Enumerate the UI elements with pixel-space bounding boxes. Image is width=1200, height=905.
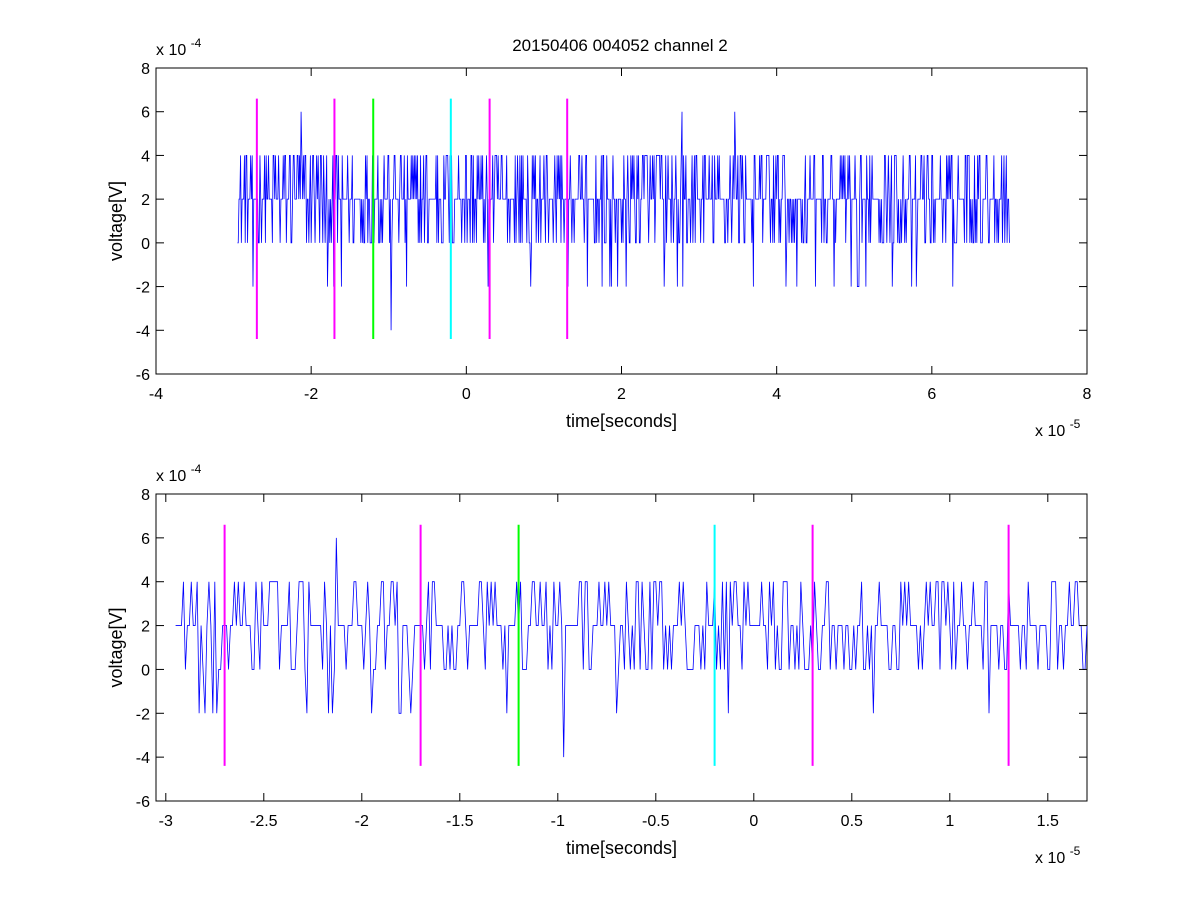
x-tick-label: 0.5 [841, 813, 863, 830]
x-exponent-label: x 10 -5 [1035, 844, 1081, 867]
y-tick-label: -6 [136, 367, 150, 384]
x-axis-label: time[seconds] [566, 838, 677, 858]
x-tick-label: -1.5 [446, 813, 474, 830]
y-tick-label: 6 [141, 105, 150, 122]
x-tick-label: -2 [304, 386, 318, 403]
figure-title: 20150406 004052 channel 2 [512, 36, 728, 55]
y-tick-label: -2 [136, 706, 150, 723]
x-axis-label: time[seconds] [566, 411, 677, 431]
x-tick-label: 2 [617, 386, 626, 403]
x-tick-label: 0 [749, 813, 758, 830]
y-tick-label: 8 [141, 487, 150, 504]
x-tick-label: -3 [159, 813, 173, 830]
y-tick-label: 4 [141, 575, 150, 592]
y-tick-label: 4 [141, 148, 150, 165]
y-tick-label: -2 [136, 280, 150, 297]
y-tick-label: -4 [136, 750, 150, 767]
x-tick-label: 1 [945, 813, 954, 830]
y-exponent-label: x 10 -4 [156, 36, 202, 59]
bottom-plot: -3 -2.5 -2 -1.5 -1 -0.5 0 0.5 1 1.5 -6 -4 -2 0 2 4 6 8 tim… [106, 462, 1088, 867]
signal-line [175, 537, 1088, 758]
y-tick-label: 2 [141, 619, 150, 636]
x-tick-label: -0.5 [642, 813, 670, 830]
x-tick-label: -2.5 [250, 813, 278, 830]
signal-line [237, 111, 1010, 331]
y-axis-label: voltage[V] [106, 607, 126, 687]
x-tick-label: 1.5 [1037, 813, 1059, 830]
x-exponent-label: x 10 -5 [1035, 417, 1081, 440]
x-tick-label: 8 [1083, 386, 1092, 403]
y-tick-label: 2 [141, 192, 150, 209]
y-tick-label: 6 [141, 531, 150, 548]
top-plot: -4 -2 0 2 4 6 8 -6 -4 -2 0 2 4 6 8 time[seconds] voltage… [106, 36, 1092, 440]
y-axis-label: voltage[V] [106, 181, 126, 261]
y-tick-label: -6 [136, 794, 150, 811]
y-tick-label: 8 [141, 61, 150, 78]
plot-frame [155, 493, 1088, 802]
x-tick-label: 4 [772, 386, 781, 403]
x-tick-label: -2 [355, 813, 369, 830]
x-tick-label: -1 [551, 813, 565, 830]
y-tick-label: 0 [141, 662, 150, 679]
y-exponent-label: x 10 -4 [156, 462, 202, 485]
y-tick-label: -4 [136, 323, 150, 340]
x-tick-label: -4 [149, 386, 163, 403]
x-tick-label: 6 [927, 386, 936, 403]
y-tick-label: 0 [141, 236, 150, 253]
x-tick-label: 0 [462, 386, 471, 403]
